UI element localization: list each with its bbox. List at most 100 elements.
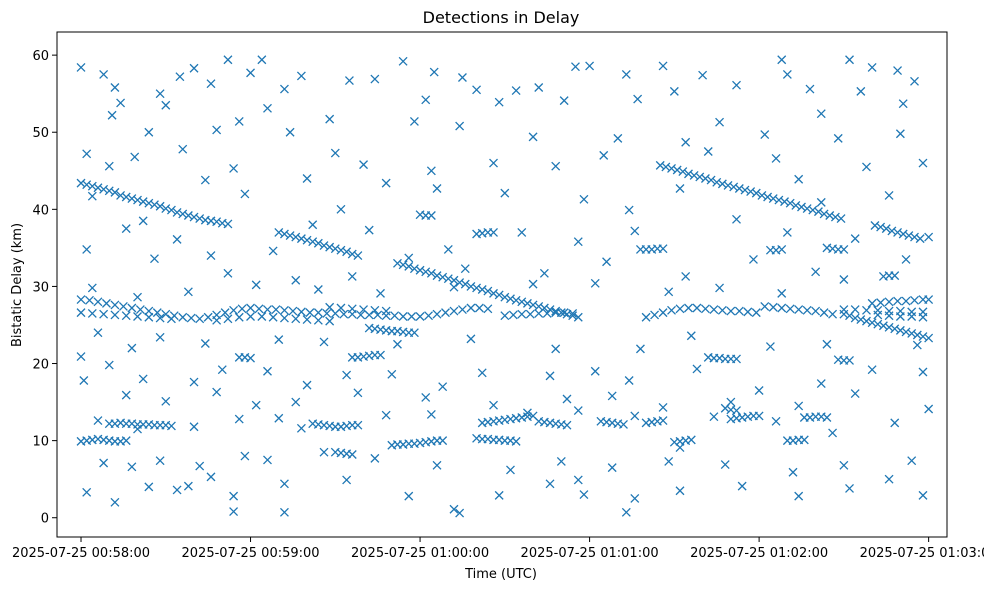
data-point bbox=[732, 406, 741, 416]
data-point bbox=[175, 72, 185, 82]
data-point bbox=[220, 308, 230, 318]
data-point bbox=[494, 97, 504, 107]
y-tick-label: 20 bbox=[32, 358, 49, 373]
data-point bbox=[330, 148, 340, 158]
data-point bbox=[223, 314, 233, 324]
data-point bbox=[229, 507, 239, 517]
y-tick-label: 60 bbox=[32, 49, 49, 64]
data-point bbox=[887, 226, 897, 236]
data-point bbox=[234, 414, 244, 424]
data-point bbox=[127, 462, 137, 472]
data-point bbox=[551, 161, 561, 171]
data-point bbox=[522, 298, 532, 308]
data-point bbox=[760, 302, 770, 311]
data-point bbox=[118, 302, 128, 311]
x-axis-label: Time (UTC) bbox=[464, 567, 537, 582]
data-point bbox=[867, 298, 877, 308]
data-point bbox=[895, 325, 905, 335]
data-point bbox=[633, 94, 643, 104]
data-point bbox=[602, 257, 611, 267]
data-point bbox=[246, 68, 255, 78]
data-point bbox=[186, 313, 196, 323]
data-point bbox=[910, 295, 919, 305]
data-point bbox=[263, 103, 272, 113]
data-point bbox=[850, 234, 860, 244]
data-point bbox=[421, 95, 431, 105]
data-point bbox=[729, 182, 739, 192]
data-point bbox=[325, 316, 335, 326]
data-point bbox=[506, 294, 515, 304]
data-point bbox=[271, 305, 281, 315]
data-point bbox=[678, 167, 688, 177]
data-point bbox=[240, 189, 250, 199]
data-point bbox=[291, 397, 301, 407]
data-point bbox=[246, 312, 255, 321]
data-point bbox=[296, 234, 306, 244]
data-point bbox=[890, 324, 900, 334]
data-point bbox=[353, 420, 363, 430]
data-point bbox=[144, 198, 154, 208]
data-point bbox=[511, 295, 521, 305]
data-point bbox=[655, 160, 665, 170]
data-point bbox=[500, 311, 510, 321]
data-point bbox=[183, 287, 193, 297]
data-point bbox=[325, 242, 335, 252]
data-point bbox=[155, 332, 165, 342]
data-point bbox=[681, 137, 691, 147]
data-point bbox=[698, 70, 708, 80]
data-point bbox=[426, 268, 436, 278]
data-point bbox=[717, 305, 727, 315]
data-point bbox=[344, 76, 354, 86]
data-point bbox=[825, 211, 835, 220]
data-point bbox=[551, 306, 561, 316]
data-point bbox=[381, 306, 391, 316]
y-axis: 0 10 20 30 40 50 60 bbox=[32, 49, 57, 527]
data-point bbox=[376, 288, 385, 298]
data-point bbox=[777, 288, 787, 298]
data-point bbox=[404, 491, 414, 501]
data-point bbox=[144, 312, 154, 322]
data-point bbox=[777, 244, 787, 254]
y-tick-label: 0 bbox=[41, 512, 49, 527]
data-point bbox=[782, 227, 792, 237]
data-point bbox=[675, 443, 685, 453]
data-point bbox=[901, 296, 911, 306]
data-point bbox=[223, 268, 233, 278]
data-point bbox=[862, 316, 871, 326]
data-point bbox=[319, 447, 329, 457]
data-point bbox=[322, 308, 332, 318]
data-point bbox=[449, 275, 459, 285]
data-point bbox=[884, 297, 894, 307]
data-point bbox=[347, 249, 357, 259]
data-point bbox=[785, 304, 795, 314]
data-point bbox=[816, 197, 826, 207]
data-point bbox=[585, 61, 595, 71]
data-point bbox=[771, 153, 781, 163]
data-point bbox=[426, 166, 436, 176]
data-point bbox=[873, 319, 883, 329]
data-point bbox=[715, 117, 725, 127]
data-point bbox=[551, 308, 561, 318]
data-point bbox=[339, 309, 349, 319]
data-point bbox=[774, 195, 784, 205]
data-point bbox=[661, 162, 671, 172]
data-point bbox=[667, 164, 676, 173]
data-point bbox=[873, 310, 883, 320]
data-point bbox=[305, 308, 315, 318]
data-point bbox=[494, 290, 504, 300]
data-point bbox=[675, 184, 685, 193]
data-point bbox=[667, 305, 676, 315]
data-point bbox=[189, 63, 199, 73]
data-point bbox=[279, 313, 289, 323]
data-point bbox=[166, 421, 176, 431]
data-point bbox=[291, 232, 301, 242]
data-point bbox=[765, 342, 775, 352]
data-point bbox=[720, 460, 730, 469]
data-point bbox=[746, 187, 756, 197]
data-point bbox=[93, 328, 103, 338]
data-point bbox=[477, 368, 487, 378]
data-point bbox=[650, 310, 660, 320]
plot-frame bbox=[56, 31, 948, 538]
data-point bbox=[856, 86, 866, 96]
